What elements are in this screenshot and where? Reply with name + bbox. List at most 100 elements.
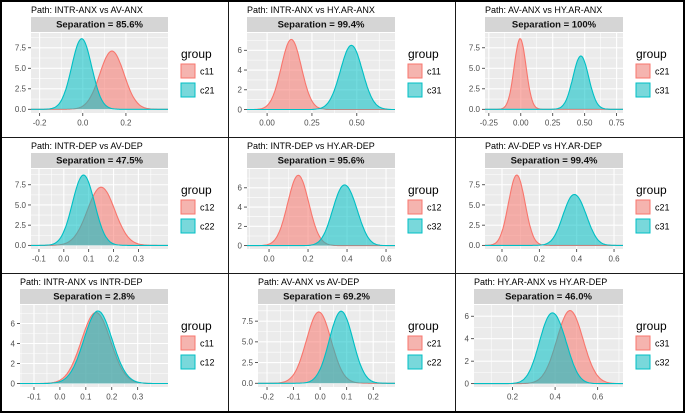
x-tick-label: -0.25 [480, 119, 499, 128]
legend-label-c12: c12 [200, 358, 215, 368]
x-tick-label: 0.00 [513, 119, 529, 128]
y-tick-label: 0 [238, 241, 243, 250]
y-tick-label: 5.0 [469, 64, 481, 73]
x-tick-label: -0.2 [260, 393, 274, 402]
y-tick-label: 2.5 [242, 358, 254, 367]
y-tick-label: 5.0 [242, 338, 254, 347]
legend-label-c32: c32 [427, 222, 442, 232]
x-tick-label: 0.3 [133, 255, 145, 264]
legend-title: group [408, 319, 439, 333]
density-curve-c32 [247, 184, 395, 247]
x-tick-label: 0.0 [77, 119, 89, 128]
density-fill-c32 [474, 312, 623, 384]
x-tick-label: 0.2 [106, 393, 118, 402]
separation-label: Separation = 99.4% [278, 20, 365, 31]
y-tick-label: 2 [238, 222, 243, 231]
y-tick-label: 0 [11, 379, 16, 388]
density-fill-c12 [31, 187, 168, 246]
y-tick-label: 4 [11, 339, 16, 348]
y-tick-label: 0.0 [15, 105, 27, 114]
density-curve-c22 [31, 174, 168, 246]
facet-panel-6: Path: AV-DEP vs HY.AR-DEP Separation = 99… [456, 138, 683, 274]
density-curve-c22 [258, 310, 395, 384]
x-tick-label: 0.1 [80, 393, 92, 402]
panel-title: Path: INTR-ANX vs INTR-DEP [20, 277, 143, 287]
x-tick-label: -0.1 [27, 393, 41, 402]
legend-title: group [636, 319, 667, 333]
x-tick-label: 0.0 [58, 255, 70, 264]
facet-panel-8: Path: AV-ANX vs AV-DEP Separation = 69.2%… [229, 274, 456, 411]
separation-strip [247, 17, 395, 32]
legend-label-c31: c31 [427, 86, 442, 96]
separation-label: Separation = 95.6% [278, 156, 365, 167]
separation-strip [474, 289, 623, 304]
legend-title: group [636, 183, 667, 197]
density-fill-c12 [20, 311, 168, 384]
legend-title: group [181, 319, 212, 333]
legend-key-c32 [635, 354, 651, 370]
density-curve-c31 [485, 193, 623, 246]
separation-label: Separation = 47.5% [56, 156, 143, 167]
legend-key-c12 [180, 354, 196, 370]
x-tick-label: 0.2 [108, 255, 120, 264]
legend-key-c21 [635, 199, 651, 215]
facet-panel-2: Path: INTR-ANX vs HY.AR-ANX Separation = … [229, 2, 456, 138]
plot-area [247, 169, 395, 249]
density-fill-c31 [485, 194, 623, 246]
legend-key-c22 [407, 354, 423, 370]
density-fill-c11 [31, 51, 168, 110]
facet-panel-3: Path: AV-ANX vs HY.AR-ANX Separation = 10… [456, 2, 683, 138]
density-fill-c22 [31, 175, 168, 246]
density-fill-c31 [247, 45, 395, 110]
legend-label-c22: c22 [427, 358, 442, 368]
x-tick-label: 0.2 [368, 393, 380, 402]
x-tick-label: 0.75 [609, 119, 625, 128]
panel-title: Path: INTR-ANX vs AV-ANX [31, 5, 143, 15]
x-tick-label: 0.25 [545, 119, 561, 128]
x-tick-label: -0.2 [33, 119, 47, 128]
x-tick-label: 0.6 [380, 255, 392, 264]
y-tick-label: 2 [465, 357, 470, 366]
separation-strip [31, 17, 168, 32]
x-tick-label: 0.4 [571, 255, 583, 264]
legend-key-c11 [180, 335, 196, 351]
legend-key-c11 [407, 63, 423, 79]
legend-key-c31 [635, 335, 651, 351]
separation-label: Separation = 69.2% [283, 292, 370, 303]
facet-panel-9: Path: HY.AR-ANX vs HY.AR-DEP Separation =… [456, 274, 683, 411]
density-curve-c12 [20, 310, 168, 385]
legend-label-c21: c21 [427, 339, 442, 349]
x-tick-label: 0.0 [496, 255, 508, 264]
y-tick-label: 0.0 [469, 241, 481, 250]
separation-label: Separation = 100% [512, 20, 597, 31]
legend-key-c12 [180, 199, 196, 215]
x-tick-label: 0.2 [507, 393, 519, 402]
density-fill-c31 [485, 56, 623, 110]
separation-strip [20, 289, 168, 304]
legend-label-c12: c12 [200, 203, 215, 213]
x-tick-label: 0.2 [302, 255, 314, 264]
separation-label: Separation = 85.6% [56, 20, 143, 31]
y-tick-label: 0.0 [242, 379, 254, 388]
legend-key-c11 [180, 63, 196, 79]
y-tick-label: 2.5 [15, 85, 27, 94]
y-tick-label: 5.0 [15, 64, 27, 73]
panel-title: Path: INTR-DEP vs AV-DEP [31, 141, 143, 151]
y-tick-label: 0 [465, 379, 470, 388]
y-tick-label: 6 [238, 46, 243, 55]
x-tick-label: 0.0 [263, 255, 275, 264]
panel-title: Path: INTR-DEP vs HY.AR-DEP [247, 141, 375, 151]
density-fill-c12 [247, 175, 395, 246]
separation-label: Separation = 46.0% [505, 292, 592, 303]
legend-key-c12 [407, 199, 423, 215]
y-tick-label: 2.5 [469, 85, 481, 94]
x-tick-label: -0.1 [287, 393, 301, 402]
y-tick-label: 4 [465, 334, 470, 343]
y-tick-label: 6 [465, 312, 470, 321]
legend-label-c21: c21 [200, 86, 215, 96]
legend-title: group [408, 183, 439, 197]
y-tick-label: 4 [238, 66, 243, 75]
density-curve-c32 [474, 312, 623, 385]
y-tick-label: 7.5 [15, 44, 27, 53]
